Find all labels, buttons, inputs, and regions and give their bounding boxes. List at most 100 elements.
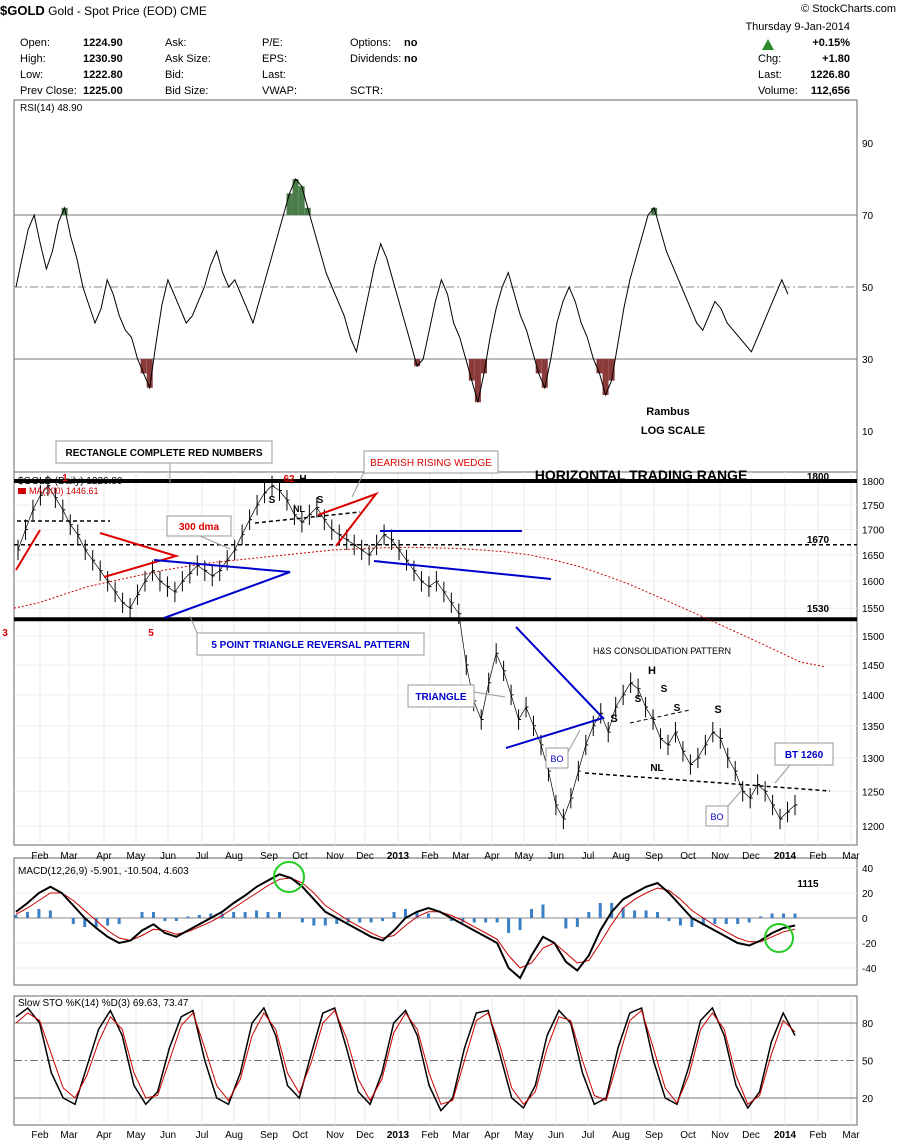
x-tick-label: Mar xyxy=(842,1130,860,1141)
chart-title: $GOLD Gold - Spot Price (EOD) CME xyxy=(0,3,207,18)
shoulder-label: S xyxy=(674,703,681,714)
macd-panel-frame xyxy=(13,857,858,986)
head-label: H xyxy=(299,474,306,485)
macd-histogram-bar xyxy=(690,918,694,927)
rsi-oversold-fill xyxy=(608,359,615,381)
x-tick-label: Jul xyxy=(582,1130,595,1141)
rsi-overbought-fill xyxy=(61,207,68,215)
macd-histogram-bar xyxy=(312,918,316,926)
price-tick-label: 1350 xyxy=(862,722,885,733)
level-1670-label: 1670 xyxy=(807,535,830,546)
x-tick-label: Jul xyxy=(196,1130,209,1141)
macd-histogram-bar xyxy=(277,912,281,918)
x-tick-label: Aug xyxy=(612,851,630,862)
x-tick-label: Nov xyxy=(326,1130,344,1141)
rsi-overbought-fill xyxy=(286,193,293,215)
macd-tick-label: -20 xyxy=(862,939,877,950)
price-tick-label: 1650 xyxy=(862,551,885,562)
x-tick-label: Jun xyxy=(160,1130,176,1141)
rambus-label: Rambus xyxy=(646,406,689,418)
stat-label: Prev Close: xyxy=(20,85,77,97)
rsi-tick-label: 10 xyxy=(862,427,874,438)
macd-title: MACD(12,26,9) -5.901, -10.504, 4.603 xyxy=(18,866,189,877)
header-panel: $GOLD Gold - Spot Price (EOD) CME xyxy=(0,0,858,100)
macd-line xyxy=(15,873,796,980)
x-tick-label: Sep xyxy=(645,851,663,862)
macd-histogram-bar xyxy=(724,918,728,924)
x-tick-label: Feb xyxy=(31,1130,49,1141)
macd-histogram-bar xyxy=(644,910,648,918)
stat-value: 1230.90 xyxy=(83,53,123,65)
macd-annotation: 1115 xyxy=(797,879,819,890)
rsi-overbought-fill xyxy=(651,207,658,215)
price-tick-label: 1500 xyxy=(862,632,885,643)
x-tick-label: Sep xyxy=(260,1130,278,1141)
x-tick-label: Dec xyxy=(356,851,374,862)
stat-label: Low: xyxy=(20,69,44,81)
horizontal-trading-range-label: HORIZONTAL TRADING RANGE xyxy=(535,467,748,483)
up-arrow-icon xyxy=(762,39,774,50)
macd-histogram-bar xyxy=(415,912,419,918)
macd-histogram-bar xyxy=(747,918,751,923)
bo-label-1-box xyxy=(545,747,569,769)
shoulder-label: S xyxy=(635,694,642,705)
neckline-label: NL xyxy=(650,763,663,774)
shoulder-label: S xyxy=(714,704,721,716)
rsi-oversold-fill xyxy=(535,359,542,374)
stat-label: Dividends: xyxy=(350,53,402,65)
x-tick-label: Mar xyxy=(60,851,78,862)
x-tick-label: Aug xyxy=(612,1130,630,1141)
shoulder-label: S xyxy=(269,495,276,506)
callout-line xyxy=(774,764,791,784)
x-tick-label: Aug xyxy=(225,1130,243,1141)
five-point-label-box xyxy=(196,632,425,656)
macd-histogram-bar xyxy=(25,912,29,918)
five-point-label: 5 POINT TRIANGLE REVERSAL PATTERN xyxy=(196,632,425,656)
x-tick-label: Mar xyxy=(452,1130,470,1141)
price-tick-label: 1700 xyxy=(862,526,885,537)
x-tick-label: Jul xyxy=(582,851,595,862)
blue-triangle xyxy=(505,626,605,749)
header-stats: Open: 1224.90 High: 1230.90 Low: 1222.80 Prev … xyxy=(0,0,900,100)
macd-tick-label: 0 xyxy=(862,914,868,925)
sto-tick-label: 50 xyxy=(862,1057,874,1068)
credit: © StockCharts.com xyxy=(801,3,896,15)
macd-histogram-bar xyxy=(358,918,362,923)
hs-inner-neckline xyxy=(629,709,691,724)
price-tick-label: 1200 xyxy=(862,822,885,833)
macd-histogram-bar xyxy=(404,909,407,918)
x-tick-label: Feb xyxy=(809,1130,827,1141)
stat-value: 1224.90 xyxy=(83,37,123,49)
x-tick-label: Jun xyxy=(548,1130,564,1141)
callout-line xyxy=(189,615,198,634)
macd-histogram-bar xyxy=(656,912,660,918)
rsi-oversold-fill xyxy=(474,359,481,403)
price-tick-label: 1450 xyxy=(862,661,885,672)
sto-tick-label: 20 xyxy=(862,1094,874,1105)
level-1800-label: 1800 xyxy=(807,472,830,483)
x-tick-label: Feb xyxy=(31,851,49,862)
x-tick-label: Jun xyxy=(160,851,176,862)
x-tick-label: Oct xyxy=(292,851,308,862)
price-tick-label: 1300 xyxy=(862,754,885,765)
sto-tick-label: 80 xyxy=(862,1019,874,1030)
shoulder-label: S xyxy=(317,495,324,506)
macd-histogram-bar xyxy=(37,909,41,918)
triangle-label-box xyxy=(407,684,475,708)
bo-label-2-text: BO xyxy=(710,812,723,822)
macd-histogram-bar xyxy=(369,918,373,923)
x-tick-label: Dec xyxy=(356,1130,374,1141)
bo-label-2-box xyxy=(705,805,729,827)
x-tick-label: May xyxy=(515,851,534,862)
price-tick-label: 1750 xyxy=(862,501,885,512)
macd-histogram-bar xyxy=(484,918,488,923)
head-label: H xyxy=(648,665,656,677)
macd-histogram-bar xyxy=(472,918,476,923)
price-tick-label: 1800 xyxy=(862,477,885,488)
symbol-name: Gold - Spot Price (EOD) CME xyxy=(48,4,207,18)
rsi-oversold-fill xyxy=(480,359,487,374)
macd-histogram-bar xyxy=(335,918,339,924)
callout-line xyxy=(567,729,581,753)
stat-value: +1.80 xyxy=(822,53,850,65)
